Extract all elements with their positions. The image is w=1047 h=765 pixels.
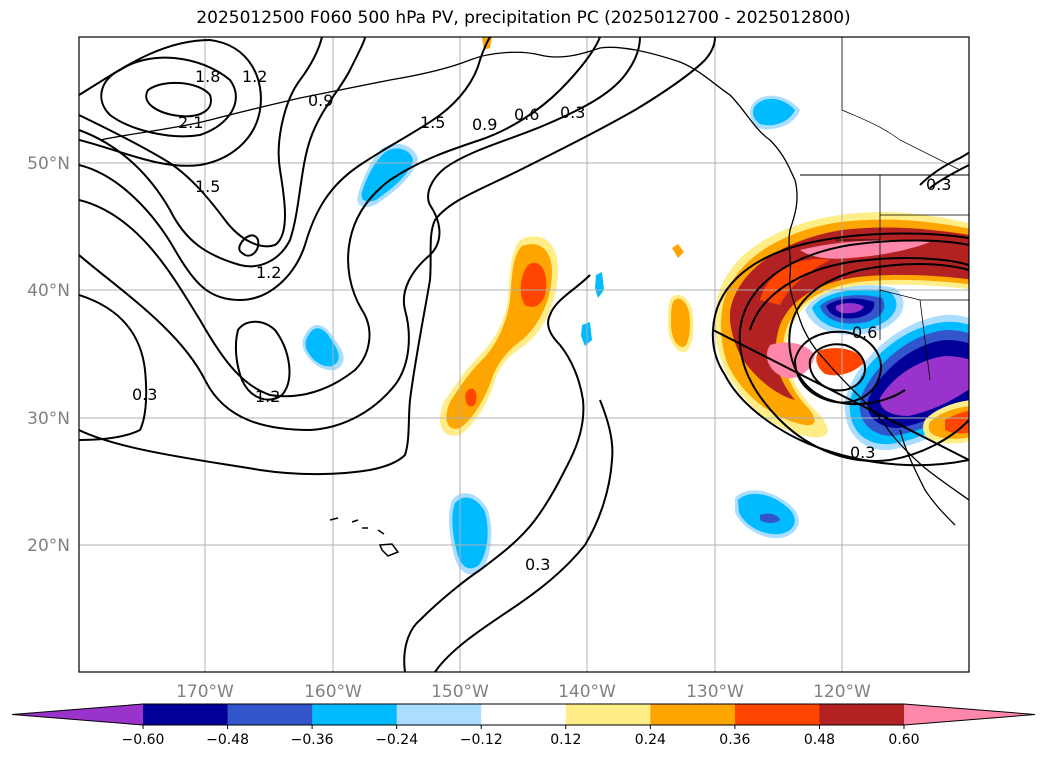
precip-region-negative [879, 356, 969, 416]
precip-fill-layer [302, 37, 969, 575]
lon-label: 170°W [176, 682, 234, 702]
precip-region-positive [465, 388, 477, 407]
lat-label: 30°N [27, 409, 70, 429]
precip-region-negative [305, 328, 339, 367]
pv-contour-labels: 1.8 1.2 0.9 2.1 1.5 1.5 0.9 0.6 0.3 1.2 … [132, 67, 951, 574]
colorbar-segment [565, 704, 651, 725]
colorbar: −0.60 −0.48 −0.36 −0.24 −0.12 0.12 0.24 0.36 0.4… [11, 703, 1036, 748]
state-borders [835, 175, 969, 381]
precip-region-positive [945, 410, 969, 434]
lon-label: 160°W [304, 682, 362, 702]
coast-baja [899, 429, 956, 526]
colorbar-segment [819, 704, 905, 725]
colorbar-tick-label: 0.24 [635, 732, 666, 748]
contour-label: 0.3 [850, 443, 875, 462]
precip-region-negative [595, 272, 604, 298]
lon-label: 150°W [431, 682, 489, 702]
colorbar-extend-max [904, 704, 1035, 725]
lat-label: 50°N [27, 154, 70, 174]
precip-region-positive [671, 298, 690, 348]
precip-region-negative [752, 98, 795, 126]
graticule [79, 37, 969, 672]
pv-contours [79, 37, 969, 672]
precip-region-negative [835, 303, 864, 314]
contour-label: 1.8 [195, 67, 220, 86]
colorbar-tick-label: −0.48 [206, 732, 249, 748]
contour-label: 0.3 [560, 103, 585, 122]
contour-label: 1.2 [256, 263, 281, 282]
colorbar-tick-label: 0.60 [888, 732, 919, 748]
precip-region-positive [672, 244, 684, 258]
colorbar-segment [734, 704, 820, 725]
canada-interior-border [841, 37, 961, 171]
contour-label: 1.2 [255, 387, 280, 406]
colorbar-segment [481, 704, 567, 725]
lon-label: 140°W [558, 682, 616, 702]
colorbar-tick-label: 0.48 [804, 732, 835, 748]
colorbar-tick-label: −0.60 [122, 732, 165, 748]
lon-label: 130°W [686, 682, 744, 702]
colorbar-tick-label: 0.36 [719, 732, 750, 748]
contour-label: 1.5 [195, 177, 220, 196]
map-title: 2025012500 F060 500 hPa PV, precipitatio… [196, 8, 851, 28]
contour-label: 0.9 [472, 115, 497, 134]
contour-label: 0.6 [852, 323, 877, 342]
coastlines [99, 37, 969, 557]
coast-alaska [99, 46, 796, 181]
lon-label: 120°W [813, 682, 871, 702]
contour-label: 0.3 [132, 385, 157, 404]
precip-region-negative [760, 513, 780, 523]
precip-region-positive [760, 259, 830, 305]
map-area: 1.8 1.2 0.9 2.1 1.5 1.5 0.9 0.6 0.3 1.2 … [79, 37, 969, 672]
map-frame [78, 36, 970, 673]
colorbar-extend-min [12, 704, 143, 725]
colorbar-segment [312, 704, 398, 725]
colorbar-segment [227, 704, 313, 725]
contour-label: 0.6 [514, 105, 539, 124]
contour-label: 1.5 [420, 113, 445, 132]
contour-label: 0.3 [525, 555, 550, 574]
precip-region-positive [520, 262, 547, 307]
coast-canada [788, 179, 969, 501]
precip-region-negative [361, 148, 413, 202]
colorbar-segment [650, 704, 736, 725]
lat-label: 40°N [27, 281, 70, 301]
precip-region-positive [800, 240, 930, 259]
colorbar-segment [396, 704, 482, 725]
colorbar-tick-label: −0.36 [291, 732, 334, 748]
contour-label: 0.3 [926, 175, 951, 194]
colorbar-tick-label: 0.12 [550, 732, 581, 748]
hawaii-islands [329, 517, 400, 557]
lon-axis-labels: 170°W 160°W 150°W 140°W 130°W 120°W [176, 682, 871, 702]
precip-region-positive [766, 342, 815, 379]
colorbar-tick-label: −0.12 [460, 732, 503, 748]
colorbar-segment [143, 704, 229, 725]
precip-region-negative [452, 497, 488, 569]
lat-label: 20°N [27, 536, 70, 556]
lat-axis-labels: 50°N 40°N 30°N 20°N [27, 154, 70, 556]
colorbar-tick-label: −0.24 [375, 732, 418, 748]
precip-region-positive [816, 348, 865, 376]
contour-label: 0.9 [308, 91, 333, 110]
contour-label: 1.2 [242, 67, 267, 86]
contour-label: 2.1 [178, 113, 203, 132]
